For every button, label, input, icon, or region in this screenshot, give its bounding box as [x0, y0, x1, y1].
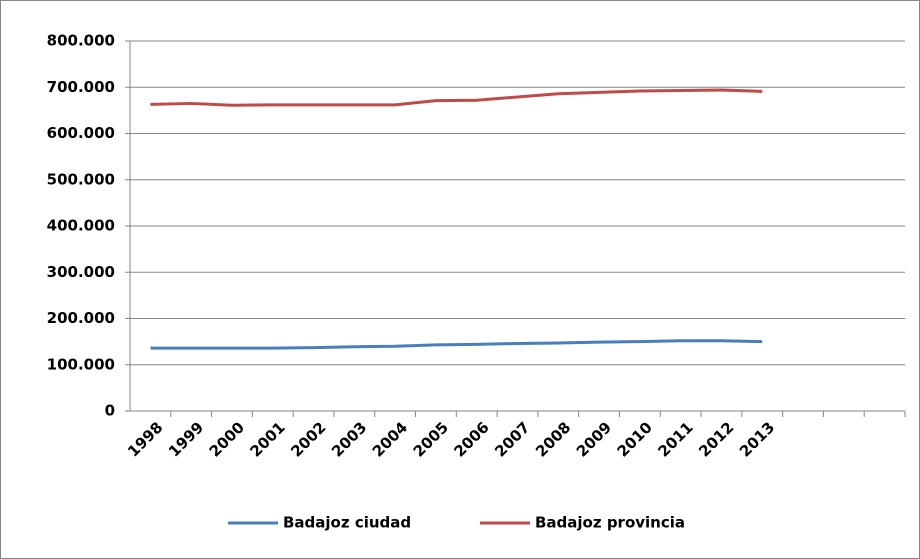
y-tick-label: 200.000	[47, 309, 115, 327]
y-tick-label: 300.000	[47, 263, 115, 281]
legend-label: Badajoz provincia	[535, 514, 685, 532]
y-tick-label: 600.000	[47, 124, 115, 142]
legend-label: Badajoz ciudad	[283, 514, 411, 532]
y-tick-label: 500.000	[47, 170, 115, 188]
y-tick-label: 800.000	[47, 32, 115, 50]
series-line	[150, 339, 763, 350]
y-tick-label: 0	[105, 402, 115, 420]
y-tick-label: 400.000	[47, 217, 115, 235]
y-tick-label: 700.000	[47, 78, 115, 96]
series-line	[150, 88, 763, 107]
y-tick-label: 100.000	[47, 355, 115, 373]
